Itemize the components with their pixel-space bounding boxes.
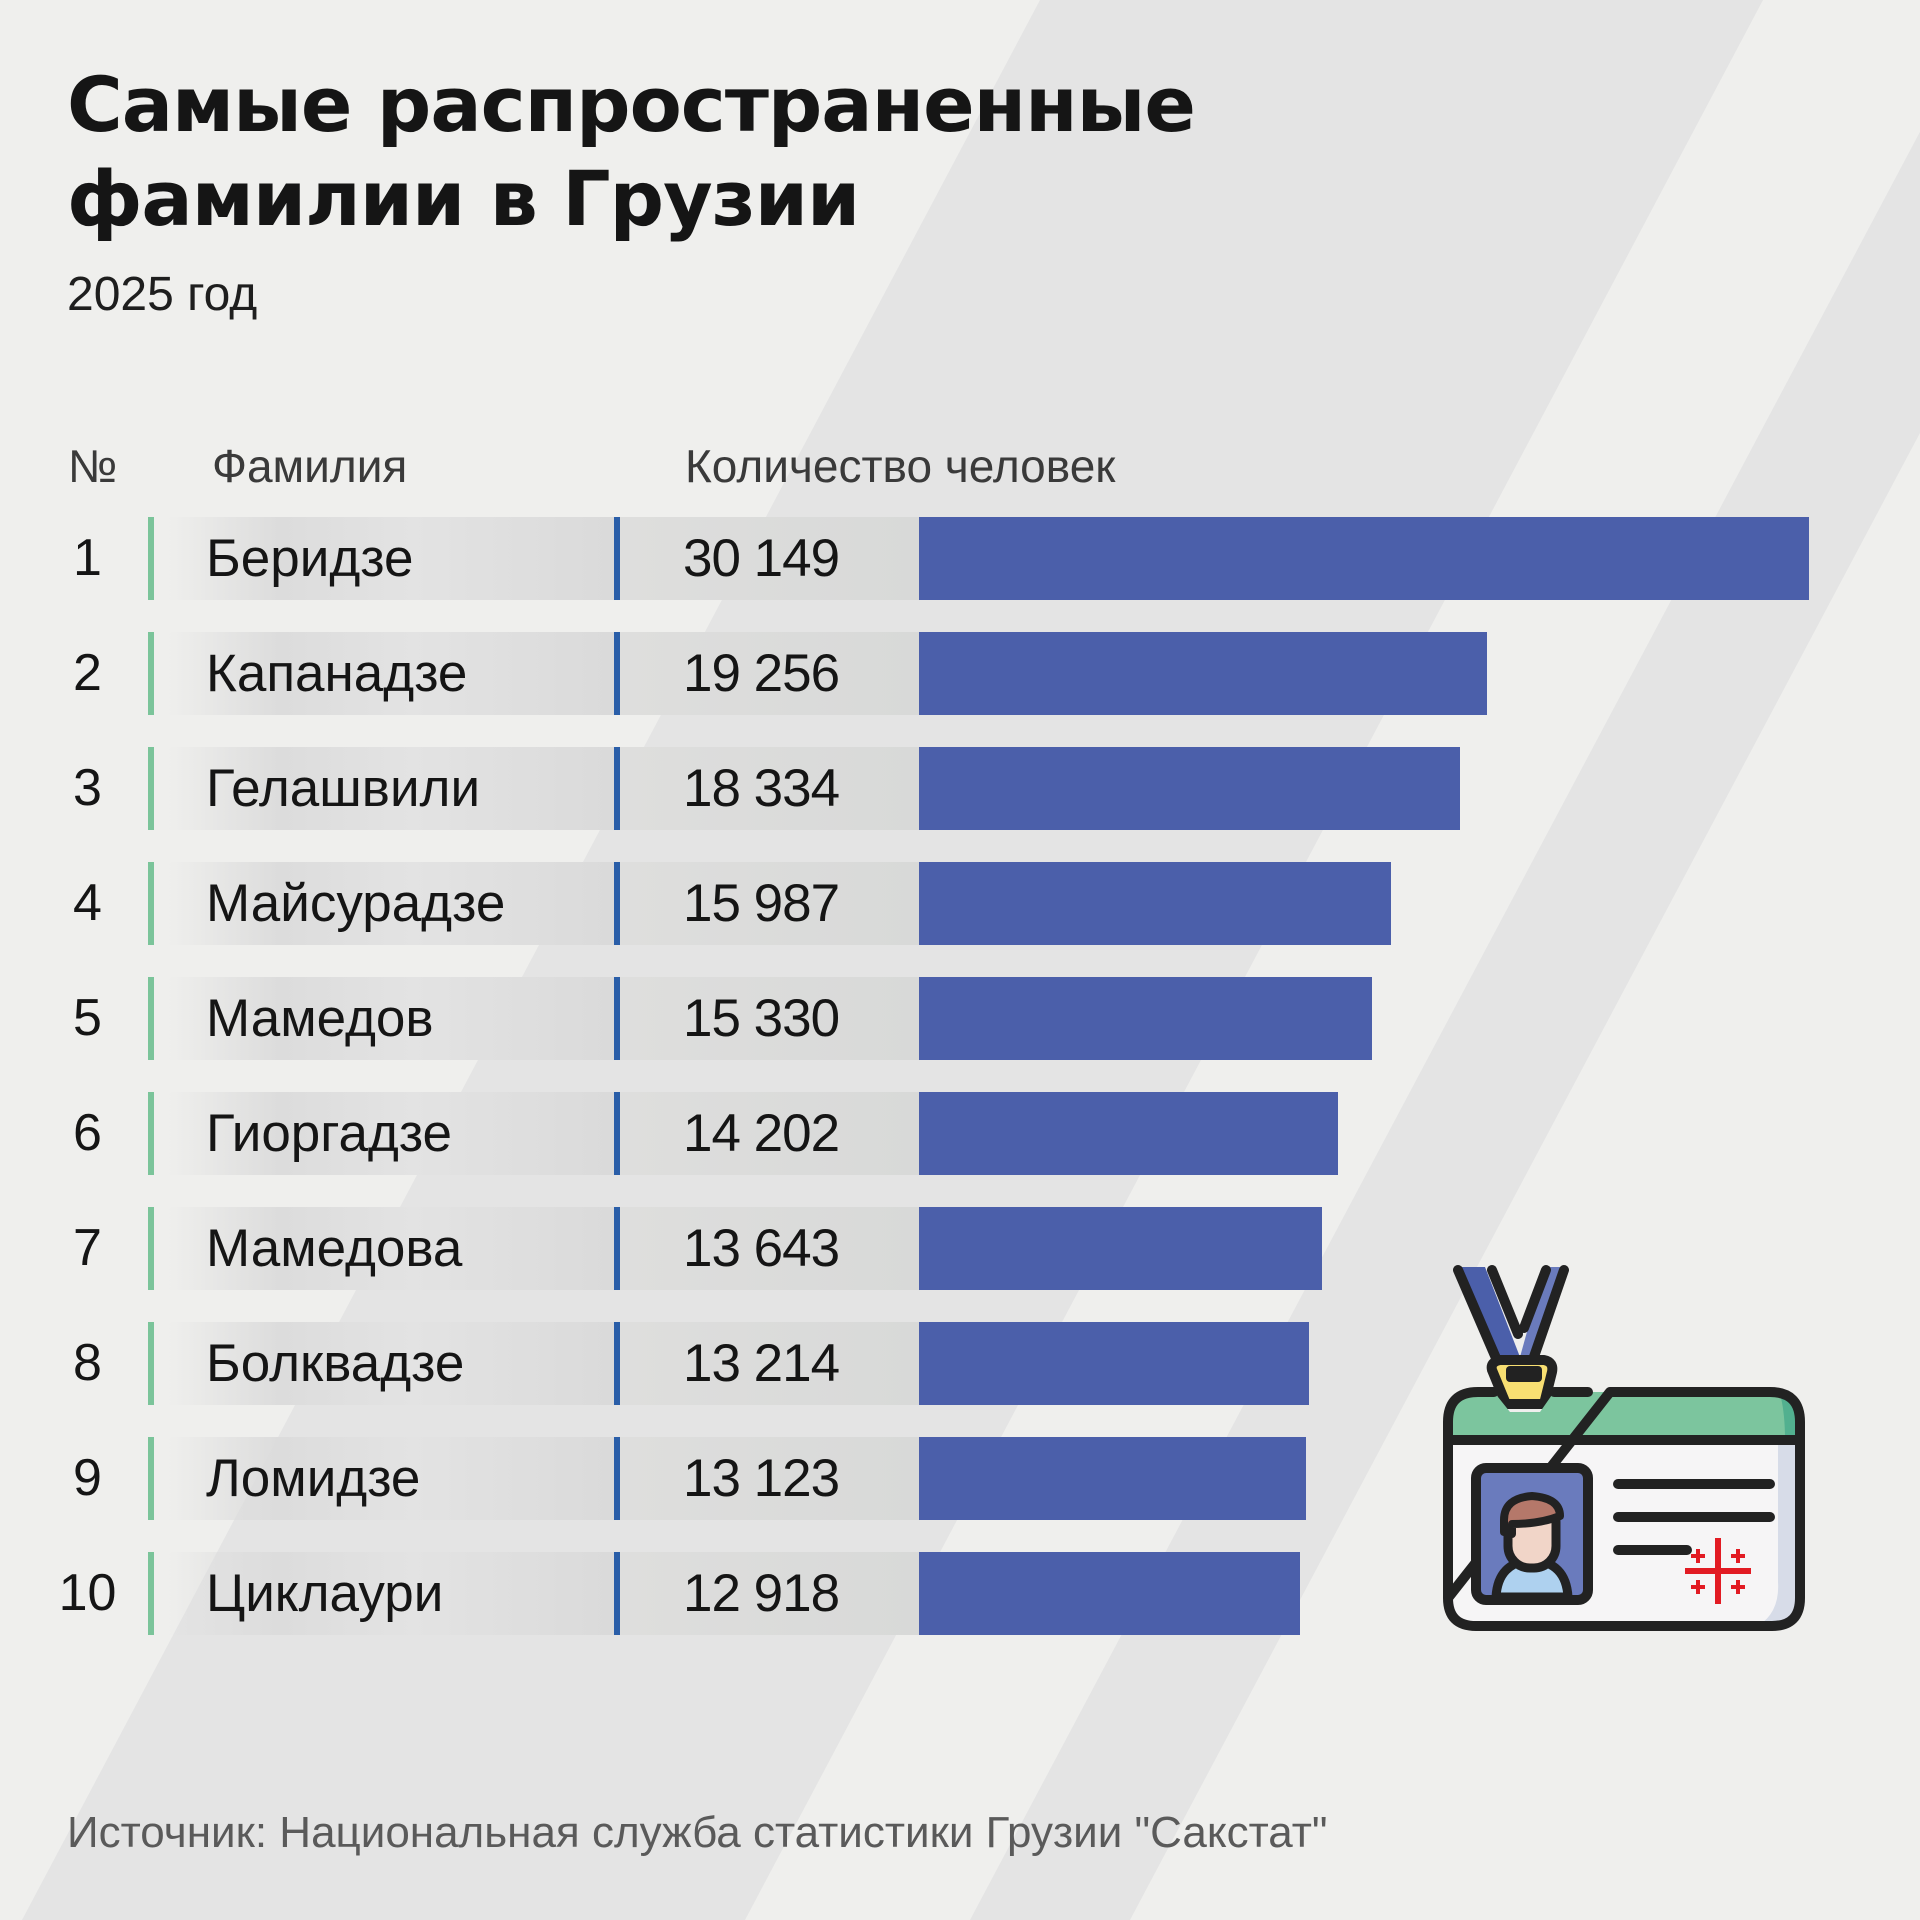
header-rank: № [68, 440, 118, 492]
count-bar [919, 1552, 1300, 1635]
rank-number: 4 [73, 874, 102, 932]
surname-cell [168, 1437, 614, 1520]
rank-number: 5 [73, 989, 102, 1047]
surname-cell [168, 747, 614, 830]
rank-divider [148, 632, 154, 715]
count-label: 15 330 [683, 989, 840, 1048]
rank-number: 8 [73, 1334, 102, 1392]
count-label: 30 149 [683, 529, 840, 588]
count-bar [919, 862, 1391, 945]
surname-cell [168, 862, 614, 945]
surname-label: Капанадзе [206, 644, 468, 703]
source-note: Источник: Национальная служба статистики… [67, 1808, 1328, 1857]
table-row: 10 Циклаури 12 918 [0, 1552, 1920, 1635]
count-cell [620, 977, 919, 1060]
count-divider [614, 1207, 620, 1290]
table-row: 3 Гелашвили 18 334 [0, 747, 1920, 830]
count-divider [614, 517, 620, 600]
count-bar [919, 1322, 1309, 1405]
count-bar [919, 517, 1809, 600]
rank-number: 9 [73, 1449, 102, 1507]
count-label: 13 214 [683, 1334, 840, 1393]
count-label: 13 123 [683, 1449, 840, 1508]
rank-divider [148, 517, 154, 600]
count-divider [614, 747, 620, 830]
rank-divider [148, 1552, 154, 1635]
rank-number: 3 [73, 759, 102, 817]
count-bar [919, 632, 1487, 715]
count-divider [614, 632, 620, 715]
table-row: 4 Майсурадзе 15 987 [0, 862, 1920, 945]
table-row: 1 Беридзе 30 149 [0, 517, 1920, 600]
count-label: 12 918 [683, 1564, 840, 1623]
table-row: 9 Ломидзе 13 123 [0, 1437, 1920, 1520]
rank-number: 7 [73, 1219, 102, 1277]
rank-number: 1 [73, 529, 102, 587]
count-label: 14 202 [683, 1104, 840, 1163]
rank-divider [148, 1322, 154, 1405]
count-divider [614, 1437, 620, 1520]
title-line-1: Самые распространенные [67, 60, 1196, 149]
table-row: 6 Гиоргадзе 14 202 [0, 1092, 1920, 1175]
count-cell [620, 1207, 919, 1290]
rank-number: 6 [73, 1104, 102, 1162]
count-cell [620, 1322, 919, 1405]
rank-number: 2 [73, 644, 102, 702]
subtitle-year: 2025 год [67, 268, 258, 321]
surname-cell [168, 977, 614, 1060]
count-divider [614, 862, 620, 945]
count-divider [614, 1092, 620, 1175]
table-row: 7 Мамедова 13 643 [0, 1207, 1920, 1290]
surname-cell [168, 1322, 614, 1405]
rank-divider [148, 862, 154, 945]
rank-number: 10 [58, 1564, 117, 1622]
rank-divider [148, 747, 154, 830]
surname-label: Мамедов [206, 989, 434, 1048]
rank-divider [148, 1207, 154, 1290]
count-divider [614, 1322, 620, 1405]
count-divider [614, 1552, 620, 1635]
count-divider [614, 977, 620, 1060]
count-label: 19 256 [683, 644, 840, 703]
header-surname: Фамилия [212, 440, 408, 492]
surname-label: Мамедова [206, 1219, 463, 1278]
surname-cell [168, 517, 614, 600]
table-row: 8 Болквадзе 13 214 [0, 1322, 1920, 1405]
rank-divider [148, 977, 154, 1060]
id-card-lanyard-icon [1443, 1265, 1805, 1631]
count-label: 13 643 [683, 1219, 840, 1278]
surname-label: Гелашвили [206, 759, 481, 818]
page-title: Самые распространенные фамилии в Грузии [67, 58, 1196, 246]
table-row: 2 Капанадзе 19 256 [0, 632, 1920, 715]
count-bar [919, 1092, 1338, 1175]
rank-divider [148, 1092, 154, 1175]
count-label: 18 334 [683, 759, 840, 818]
count-label: 15 987 [683, 874, 840, 933]
surname-cell [168, 1207, 614, 1290]
surname-label: Циклаури [206, 1564, 444, 1623]
surname-cell [168, 1092, 614, 1175]
count-bar [919, 977, 1372, 1060]
table-row: 5 Мамедов 15 330 [0, 977, 1920, 1060]
header-count: Количество человек [685, 440, 1116, 492]
surname-label: Беридзе [206, 529, 414, 588]
count-cell [620, 862, 919, 945]
count-bar [919, 747, 1460, 830]
count-cell [620, 1437, 919, 1520]
surname-label: Ломидзе [206, 1449, 421, 1508]
count-cell [620, 1552, 919, 1635]
count-cell [620, 632, 919, 715]
surname-label: Гиоргадзе [206, 1104, 453, 1163]
rank-divider [148, 1437, 154, 1520]
title-line-2: фамилии в Грузии [67, 154, 860, 243]
count-bar [919, 1207, 1322, 1290]
surname-cell [168, 632, 614, 715]
count-cell [620, 1092, 919, 1175]
count-cell [620, 747, 919, 830]
surname-cell [168, 1552, 614, 1635]
surname-label: Майсурадзе [206, 874, 506, 933]
surname-label: Болквадзе [206, 1334, 465, 1393]
count-cell [620, 517, 919, 600]
count-bar [919, 1437, 1306, 1520]
